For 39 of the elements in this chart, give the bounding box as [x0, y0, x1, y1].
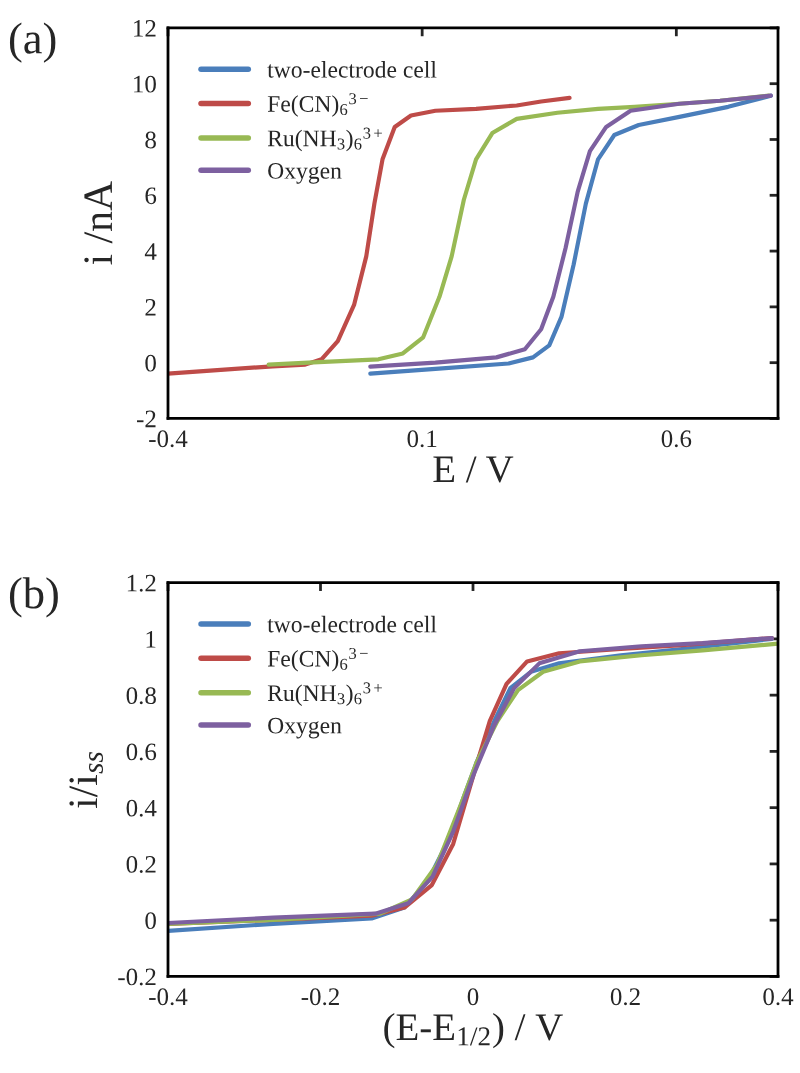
x-tick-label: 0 [467, 988, 479, 1006]
y-tick-label: -2 [136, 410, 156, 428]
x-axis-title: (E-E$_{1/2}$) / V [384, 1012, 563, 1049]
y-tick-label: 4 [144, 243, 157, 260]
legend-label: Ru(NH$_{3}$)$_{6}$$^{3+}$ [267, 682, 382, 706]
x-axis-title: E / V [433, 456, 514, 483]
text: (b) [9, 577, 58, 618]
x-tick-label: -0.4 [149, 988, 188, 1006]
legend-label: Fe(CN)$_{6}$$^{3−}$ [267, 647, 368, 672]
legend-label: Fe(CN)$_{6}$$^{3−}$ [267, 93, 368, 117]
y-tick-label: 12 [134, 20, 156, 37]
x-tick-label: 0.4 [763, 988, 794, 1006]
legend-label: two-electrode cell [267, 61, 437, 78]
legend-label: two-electrode cell [267, 615, 437, 633]
y-tick-label: 0.2 [126, 855, 156, 873]
y-tick-label: 0.8 [126, 687, 156, 705]
y-axis-title: i/i$_{ss}$ [69, 752, 104, 809]
x-tick-label: 0.6 [661, 430, 692, 448]
y-tick-label: 0 [145, 354, 156, 372]
x-tick-label: 0.1 [407, 430, 437, 448]
y-tick-label: 0.6 [126, 743, 157, 761]
y-tick-label: 1 [146, 631, 156, 648]
line-series [168, 95, 572, 376]
text: (a) [9, 22, 56, 63]
y-tick-label: 2 [145, 299, 156, 316]
y-tick-label: -0.2 [118, 968, 156, 986]
legend-label: Oxygen [268, 162, 342, 184]
y-tick-label: 6 [145, 187, 157, 205]
y-tick-label: 8 [145, 131, 156, 149]
legend-label: Ru(NH$_{3}$)$_{6}$$^{3+}$ [267, 127, 382, 152]
y-tick-label: 10 [134, 75, 156, 93]
x-tick-label: -0.4 [149, 430, 188, 448]
legend-label: Oxygen [268, 717, 342, 739]
x-tick-label: -0.2 [301, 988, 339, 1006]
y-axis-title: i /nA [84, 181, 113, 265]
y-tick-label: 0 [145, 912, 156, 930]
y-tick-label: 0.4 [126, 799, 157, 817]
x-tick-label: 0.2 [610, 988, 640, 1006]
y-tick-label: 1.2 [127, 574, 156, 592]
